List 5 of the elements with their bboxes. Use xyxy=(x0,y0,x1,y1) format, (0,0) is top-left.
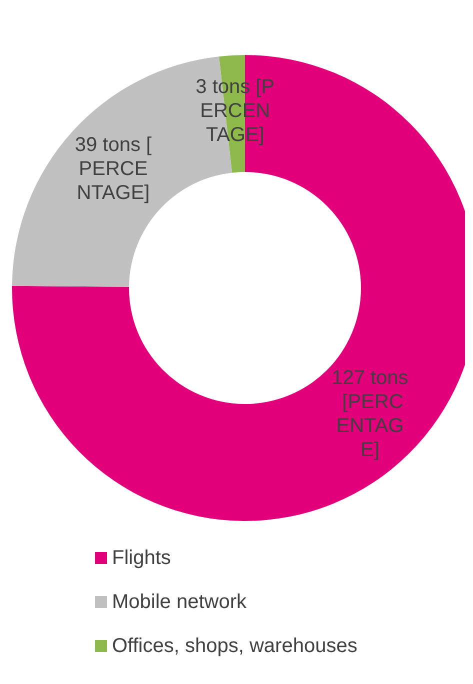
data-label: 39 tons [PERCENTAGE] xyxy=(74,134,152,204)
data-label: 127 tons [PERCENTAGE] xyxy=(332,367,408,462)
legend-label: Offices, shops, warehouses xyxy=(112,635,358,657)
legend-label: Mobile network xyxy=(112,591,248,613)
legend-label: Flights xyxy=(112,547,171,569)
